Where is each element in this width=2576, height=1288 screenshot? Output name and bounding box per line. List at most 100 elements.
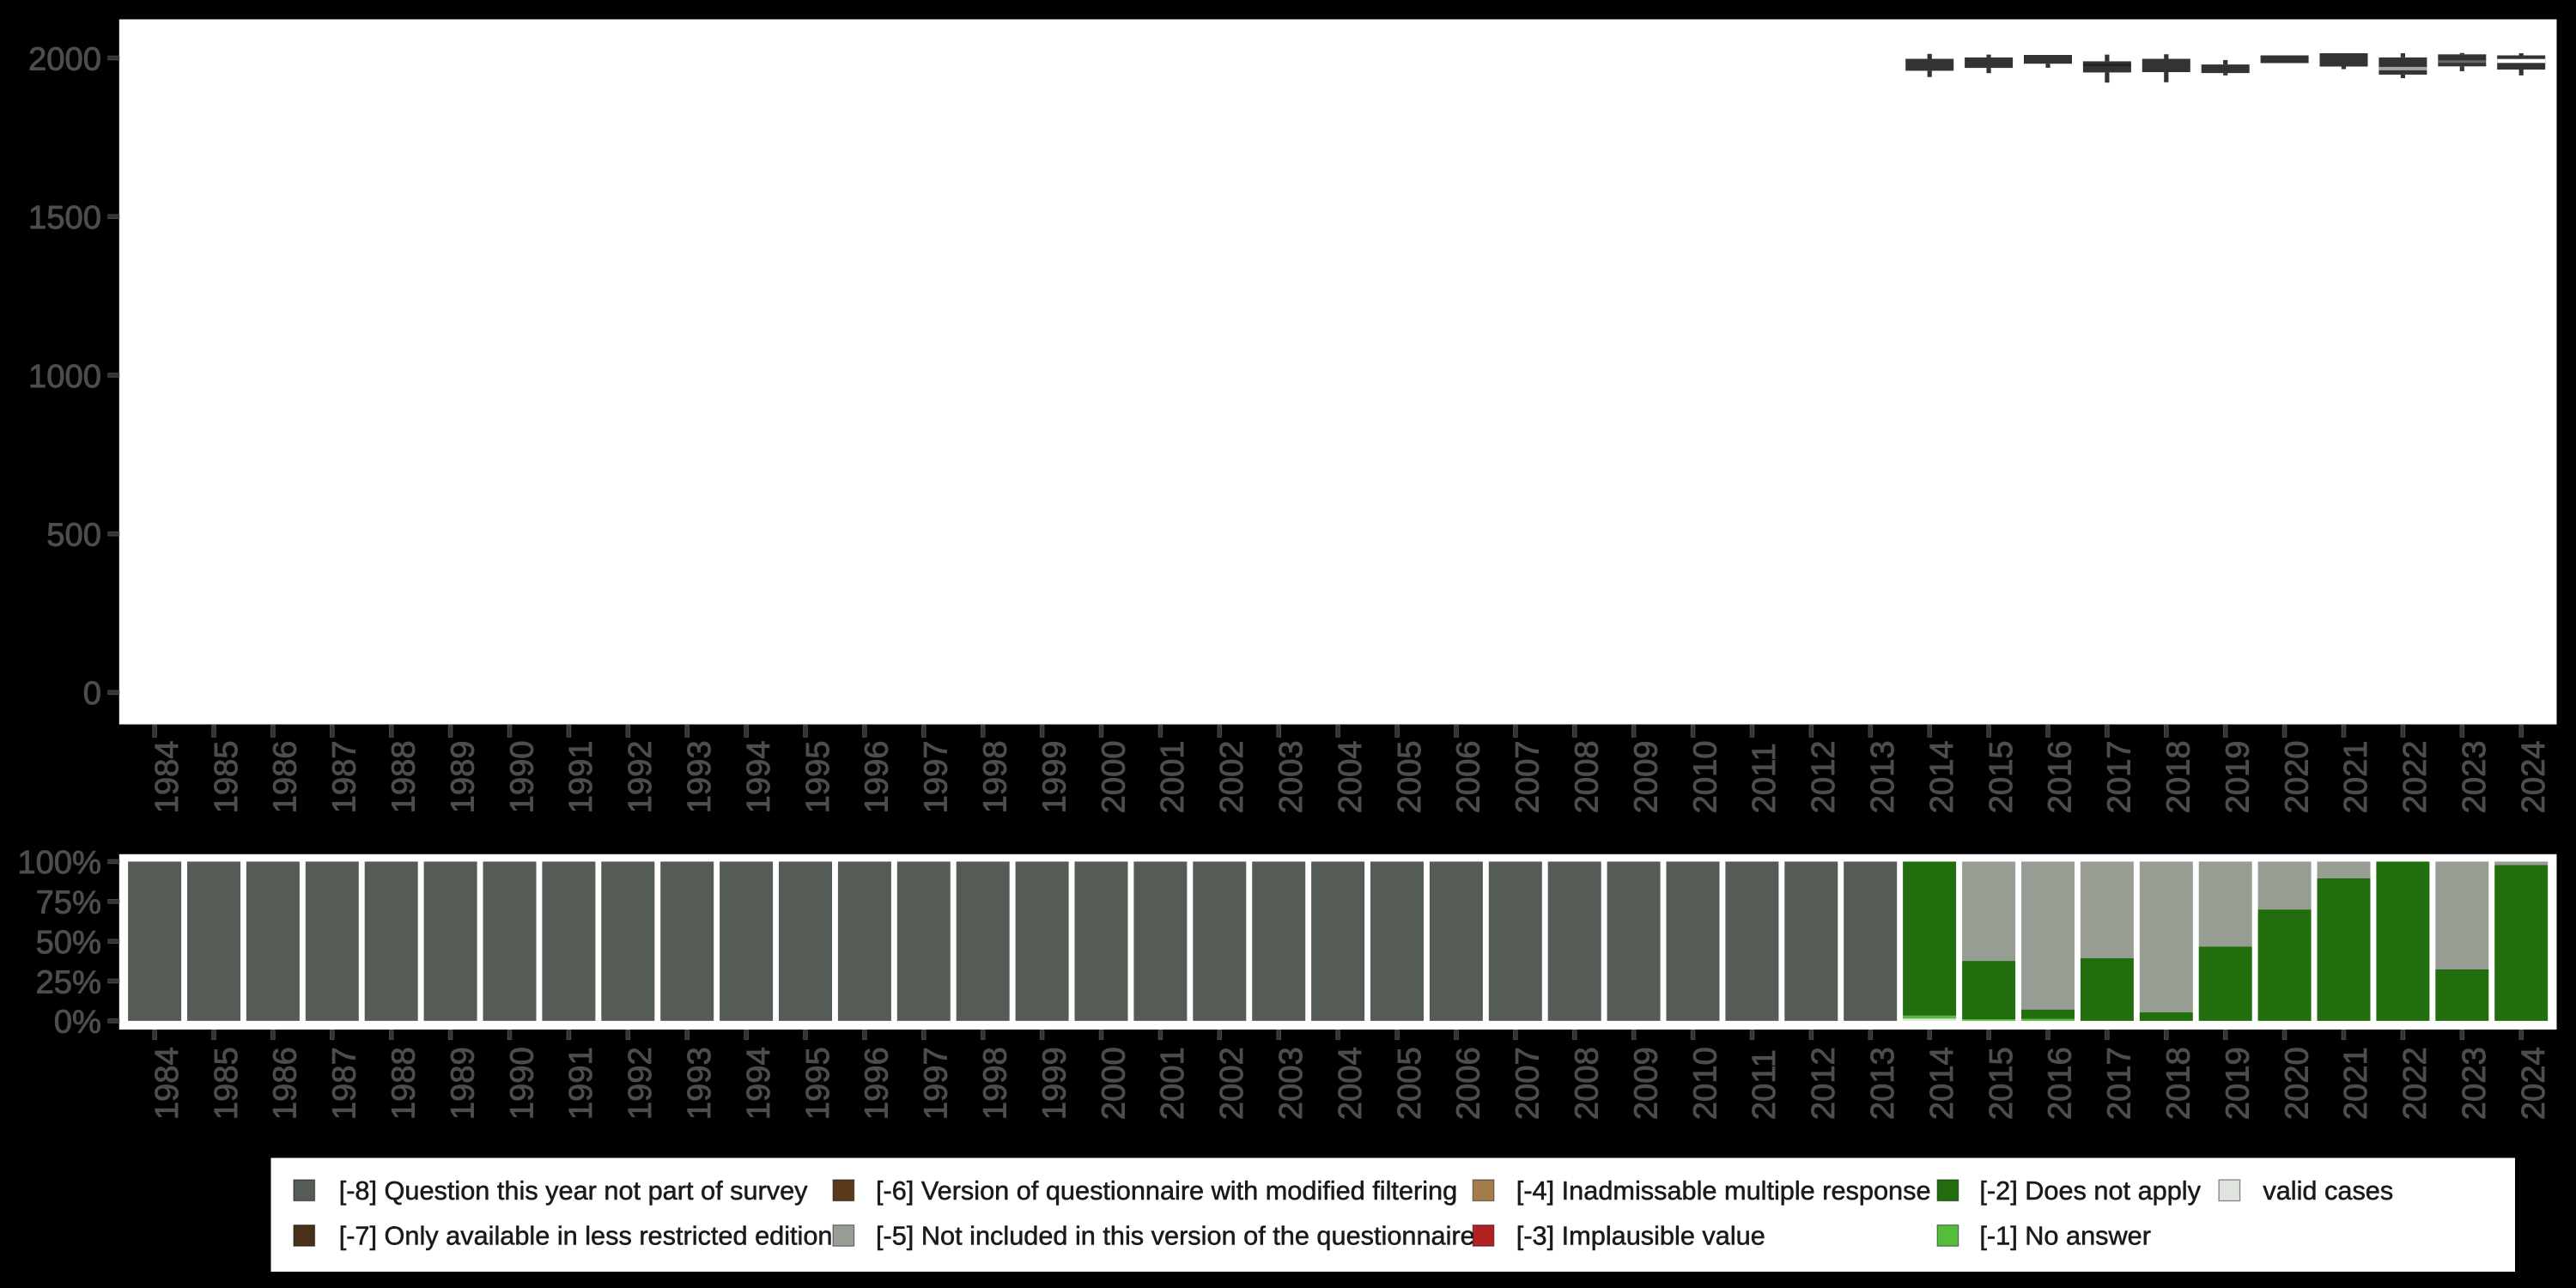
svg-text:2016: 2016 (2042, 740, 2079, 813)
svg-text:2019: 2019 (2219, 740, 2256, 813)
svg-text:2009: 2009 (1627, 740, 1664, 813)
svg-text:1000: 1000 (28, 358, 101, 395)
svg-text:[-7] Only available in less re: [-7] Only available in less restricted e… (339, 1221, 833, 1251)
svg-text:100%: 100% (17, 844, 101, 881)
svg-text:1998: 1998 (977, 740, 1014, 813)
svg-text:1986: 1986 (267, 1047, 304, 1120)
svg-text:2010: 2010 (1686, 1047, 1723, 1120)
svg-text:[-5] Not included in this vers: [-5] Not included in this version of the… (876, 1221, 1475, 1251)
svg-text:1996: 1996 (859, 1047, 896, 1120)
svg-text:2014: 2014 (1923, 740, 1960, 813)
svg-text:2004: 2004 (1332, 740, 1369, 813)
svg-text:1984: 1984 (149, 1047, 185, 1120)
svg-text:2000: 2000 (1095, 740, 1132, 813)
svg-text:2024: 2024 (2515, 740, 2552, 813)
svg-text:1988: 1988 (386, 740, 422, 813)
svg-text:1995: 1995 (799, 1047, 836, 1120)
svg-text:[-6] Version of questionnaire: [-6] Version of questionnaire with modif… (876, 1176, 1457, 1206)
svg-text:2017: 2017 (2101, 740, 2138, 813)
svg-text:2011: 2011 (1746, 743, 1783, 813)
svg-text:2004: 2004 (1332, 1047, 1369, 1120)
svg-text:2008: 2008 (1569, 1047, 1606, 1120)
svg-text:2007: 2007 (1510, 1047, 1546, 1120)
svg-text:2005: 2005 (1391, 740, 1428, 813)
svg-text:2010: 2010 (1686, 740, 1723, 813)
svg-text:2011: 2011 (1746, 1049, 1783, 1120)
svg-text:2012: 2012 (1805, 740, 1842, 813)
svg-text:2002: 2002 (1213, 1047, 1250, 1120)
svg-text:2013: 2013 (1864, 1047, 1901, 1120)
svg-text:2016: 2016 (2042, 1047, 2079, 1120)
svg-text:1998: 1998 (977, 1047, 1014, 1120)
svg-text:1992: 1992 (622, 740, 659, 813)
svg-text:1990: 1990 (503, 740, 540, 813)
svg-text:[-3] Implausible value: [-3] Implausible value (1516, 1221, 1765, 1251)
svg-text:1994: 1994 (740, 1047, 777, 1120)
svg-text:2022: 2022 (2397, 740, 2433, 813)
svg-text:2019: 2019 (2219, 1047, 2256, 1120)
svg-text:1992: 1992 (622, 1047, 659, 1120)
svg-text:2003: 2003 (1273, 740, 1309, 813)
svg-text:1985: 1985 (208, 740, 245, 813)
svg-text:2001: 2001 (1154, 740, 1191, 813)
svg-text:2017: 2017 (2101, 1047, 2138, 1120)
svg-text:[-1] No answer: [-1] No answer (1979, 1221, 2151, 1251)
svg-text:1991: 1991 (562, 740, 599, 813)
svg-text:1987: 1987 (326, 1047, 363, 1120)
svg-text:2008: 2008 (1569, 740, 1606, 813)
svg-text:2022: 2022 (2397, 1047, 2433, 1120)
svg-text:1990: 1990 (503, 1047, 540, 1120)
svg-text:2006: 2006 (1450, 1047, 1487, 1120)
svg-text:1993: 1993 (681, 1047, 718, 1120)
svg-text:1985: 1985 (208, 1047, 245, 1120)
svg-text:2000: 2000 (28, 40, 101, 77)
svg-text:1996: 1996 (859, 740, 896, 813)
svg-text:2009: 2009 (1627, 1047, 1664, 1120)
svg-text:1987: 1987 (326, 740, 363, 813)
svg-text:2013: 2013 (1864, 740, 1901, 813)
svg-text:1500: 1500 (28, 199, 101, 236)
svg-text:1989: 1989 (444, 1047, 481, 1120)
svg-text:[-2] Does not apply: [-2] Does not apply (1979, 1176, 2201, 1206)
svg-text:1989: 1989 (444, 740, 481, 813)
svg-text:1991: 1991 (562, 1047, 599, 1120)
svg-text:1984: 1984 (149, 740, 185, 813)
svg-text:25%: 25% (36, 963, 101, 1000)
svg-text:2005: 2005 (1391, 1047, 1428, 1120)
svg-text:valid cases: valid cases (2263, 1176, 2393, 1206)
svg-text:2023: 2023 (2456, 740, 2493, 813)
svg-text:1999: 1999 (1036, 740, 1072, 813)
svg-text:1993: 1993 (681, 740, 718, 813)
svg-text:2002: 2002 (1213, 740, 1250, 813)
svg-text:2007: 2007 (1510, 740, 1546, 813)
svg-text:2015: 2015 (1983, 740, 2020, 813)
svg-text:2014: 2014 (1923, 1047, 1960, 1120)
svg-text:1994: 1994 (740, 740, 777, 813)
svg-text:2021: 2021 (2337, 1047, 2374, 1120)
svg-text:2015: 2015 (1983, 1047, 2020, 1120)
svg-text:2020: 2020 (2278, 1047, 2315, 1120)
svg-text:1997: 1997 (918, 740, 955, 813)
svg-text:2000: 2000 (1095, 1047, 1132, 1120)
svg-text:1995: 1995 (799, 740, 836, 813)
svg-text:2018: 2018 (2160, 740, 2197, 813)
svg-text:2023: 2023 (2456, 1047, 2493, 1120)
svg-text:2021: 2021 (2337, 740, 2374, 813)
svg-text:2012: 2012 (1805, 1047, 1842, 1120)
svg-text:2003: 2003 (1273, 1047, 1309, 1120)
svg-text:50%: 50% (36, 924, 101, 961)
svg-text:500: 500 (46, 517, 101, 554)
svg-text:1997: 1997 (918, 1047, 955, 1120)
svg-text:2001: 2001 (1154, 1047, 1191, 1120)
svg-text:75%: 75% (36, 884, 101, 921)
svg-text:2018: 2018 (2160, 1047, 2197, 1120)
svg-text:0%: 0% (54, 1004, 101, 1041)
svg-text:2020: 2020 (2278, 740, 2315, 813)
svg-text:1988: 1988 (386, 1047, 422, 1120)
svg-text:[-4] Inadmissable multiple res: [-4] Inadmissable multiple response (1516, 1176, 1931, 1206)
svg-text:2024: 2024 (2515, 1047, 2552, 1120)
svg-text:1986: 1986 (267, 740, 304, 813)
svg-text:2006: 2006 (1450, 740, 1487, 813)
svg-text:0: 0 (83, 675, 101, 712)
svg-text:[-8] Question this year not pa: [-8] Question this year not part of surv… (339, 1176, 808, 1206)
